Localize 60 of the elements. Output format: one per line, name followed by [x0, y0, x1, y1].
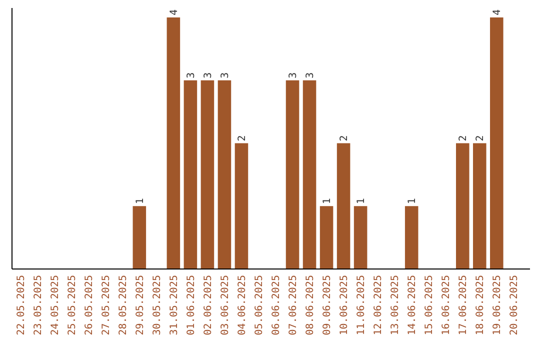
- x-tick-label: 09.06.2025: [322, 275, 334, 336]
- data-label: 4: [168, 9, 180, 16]
- bar: [456, 143, 470, 269]
- x-tick-label: 01.06.2025: [186, 275, 197, 336]
- data-label: 2: [339, 135, 350, 142]
- x-tick-label: 11.06.2025: [356, 275, 368, 336]
- bar: [234, 143, 248, 269]
- x-tick-label: 24.05.2025: [50, 275, 61, 336]
- data-label: 2: [475, 135, 486, 142]
- x-tick-label: 04.06.2025: [236, 275, 248, 336]
- x-tick-label: 02.06.2025: [202, 275, 214, 336]
- x-tick-label: 22.05.2025: [16, 275, 27, 336]
- x-tick-label: 14.06.2025: [407, 275, 418, 336]
- x-tick-label: 17.06.2025: [458, 275, 470, 336]
- bar: [286, 80, 300, 269]
- x-tick-label: 12.06.2025: [373, 275, 384, 336]
- x-tick-label: 16.06.2025: [441, 275, 452, 336]
- x-tick-label: 10.06.2025: [339, 275, 350, 336]
- data-label: 1: [322, 198, 334, 204]
- bar: [166, 17, 180, 269]
- data-label: 2: [458, 135, 470, 142]
- x-tick-label: 30.05.2025: [152, 275, 163, 336]
- bar: [200, 80, 214, 269]
- x-tick-label: 08.06.2025: [305, 275, 316, 336]
- bar: [490, 17, 504, 269]
- x-tick-label: 18.06.2025: [475, 275, 486, 336]
- data-label: 3: [202, 72, 214, 78]
- x-tick-label: 07.06.2025: [288, 275, 300, 336]
- x-tick-label: 05.06.2025: [254, 275, 265, 336]
- data-label: 3: [288, 72, 300, 78]
- x-tick-label: 19.06.2025: [492, 275, 504, 336]
- bar: [132, 206, 146, 269]
- data-label: 3: [305, 72, 316, 78]
- data-label: 1: [356, 198, 368, 204]
- x-tick-label: 25.05.2025: [66, 275, 78, 336]
- data-label: 1: [407, 198, 418, 204]
- x-tick-label: 29.05.2025: [134, 275, 146, 336]
- bar: [354, 206, 368, 269]
- x-tick-label: 26.05.2025: [84, 275, 95, 336]
- bar: [302, 80, 316, 269]
- x-tick-label: 06.06.2025: [271, 275, 282, 336]
- x-tick-label: 28.05.2025: [118, 275, 129, 336]
- bar: [336, 143, 350, 269]
- x-tick-label: 15.06.2025: [424, 275, 436, 336]
- x-tick-label: 23.05.2025: [32, 275, 44, 336]
- x-tick-label: 20.06.2025: [509, 275, 520, 336]
- data-label: 4: [492, 9, 504, 16]
- x-tick-label: 03.06.2025: [220, 275, 231, 336]
- bar: [320, 206, 334, 269]
- x-tick-label: 31.05.2025: [168, 275, 180, 336]
- bar: [404, 206, 418, 269]
- data-label: 2: [236, 135, 248, 142]
- x-tick-label: 27.05.2025: [100, 275, 112, 336]
- bar: [184, 80, 198, 269]
- x-tick-label: 13.06.2025: [390, 275, 402, 336]
- data-label: 3: [220, 72, 231, 78]
- data-label: 1: [134, 198, 146, 204]
- bar: [473, 143, 486, 269]
- bar: [218, 80, 232, 269]
- data-label: 3: [186, 72, 197, 78]
